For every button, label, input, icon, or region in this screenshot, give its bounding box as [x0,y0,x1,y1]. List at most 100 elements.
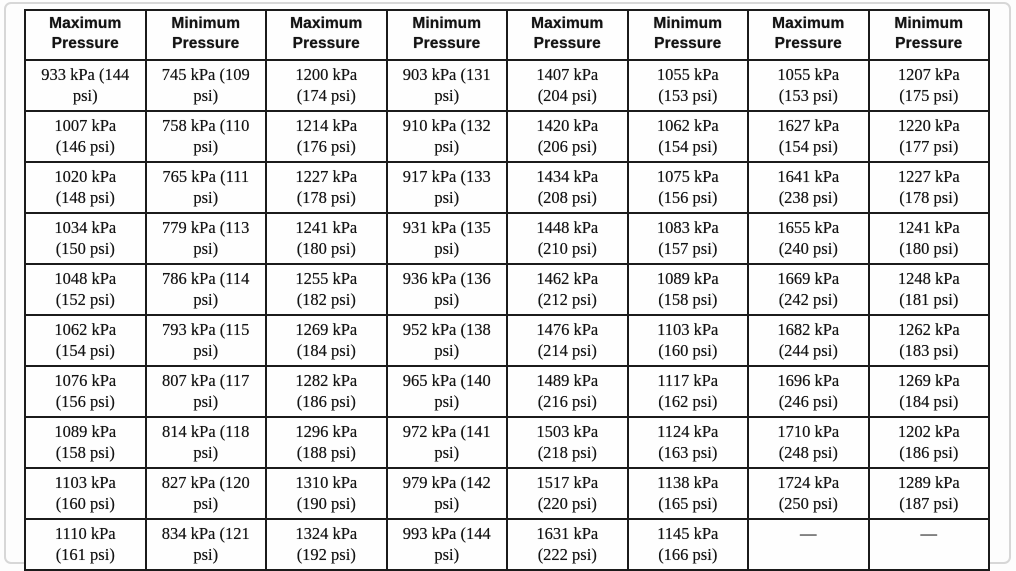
pressure-cell: — [747,518,870,571]
pressure-cell: 1262 kPa (183 psi) [867,314,990,367]
pressure-cell: 1710 kPa (248 psi) [747,416,870,469]
pressure-cell: 1110 kPa (161 psi) [24,518,147,571]
pressure-cell: 814 kPa (118 psi) [144,416,267,469]
pressure-cell: 1296 kPa (188 psi) [265,416,388,469]
pressure-cell: 793 kPa (115 psi) [144,314,267,367]
column-header-maximum-pressure: Maximum Pressure [24,9,147,61]
pressure-cell: 1020 kPa (148 psi) [24,161,147,214]
pressure-cell: 1089 kPa (158 psi) [626,263,749,316]
pressure-cell: 1282 kPa (186 psi) [265,365,388,418]
pressure-cell: 1448 kPa (210 psi) [506,212,629,265]
pressure-cell: — [867,518,990,571]
table-row: 933 kPa (144 psi) 745 kPa (109 psi) 1200 k… [24,59,990,112]
pressure-cell: 1227 kPa (178 psi) [265,161,388,214]
pressure-cell: 1682 kPa (244 psi) [747,314,870,367]
pressure-cell: 903 kPa (131 psi) [385,59,508,112]
pressure-cell: 1076 kPa (156 psi) [24,365,147,418]
pressure-cell: 1214 kPa (176 psi) [265,110,388,163]
pressure-cell: 1324 kPa (192 psi) [265,518,388,571]
pressure-cell: 786 kPa (114 psi) [144,263,267,316]
pressure-cell: 1103 kPa (160 psi) [626,314,749,367]
pressure-cell: 1420 kPa (206 psi) [506,110,629,163]
pressure-cell: 965 kPa (140 psi) [385,365,508,418]
pressure-cell: 1124 kPa (163 psi) [626,416,749,469]
pressure-cell: 758 kPa (110 psi) [144,110,267,163]
pressure-cell: 931 kPa (135 psi) [385,212,508,265]
pressure-cell: 1724 kPa (250 psi) [747,467,870,520]
pressure-cell: 1034 kPa (150 psi) [24,212,147,265]
pressure-cell: 1089 kPa (158 psi) [24,416,147,469]
pressure-cell: 1207 kPa (175 psi) [867,59,990,112]
pressure-cell: 1227 kPa (178 psi) [867,161,990,214]
pressure-cell: 1696 kPa (246 psi) [747,365,870,418]
pressure-cell: 834 kPa (121 psi) [144,518,267,571]
pressure-cell: 827 kPa (120 psi) [144,467,267,520]
pressure-cell: 1476 kPa (214 psi) [506,314,629,367]
column-header-minimum-pressure: Minimum Pressure [626,9,749,61]
pressure-cell: 993 kPa (144 psi) [385,518,508,571]
column-header-minimum-pressure: Minimum Pressure [144,9,267,61]
pressure-cell: 1083 kPa (157 psi) [626,212,749,265]
pressure-cell: 1627 kPa (154 psi) [747,110,870,163]
pressure-cell: 1434 kPa (208 psi) [506,161,629,214]
pressure-table-body: 933 kPa (144 psi) 745 kPa (109 psi) 1200 k… [24,59,990,571]
pressure-cell: 952 kPa (138 psi) [385,314,508,367]
column-header-maximum-pressure: Maximum Pressure [265,9,388,61]
pressure-cell: 1255 kPa (182 psi) [265,263,388,316]
pressure-cell: 1289 kPa (187 psi) [867,467,990,520]
pressure-cell: 1310 kPa (190 psi) [265,467,388,520]
pressure-cell: 1075 kPa (156 psi) [626,161,749,214]
table-row: 1089 kPa (158 psi) 814 kPa (118 psi) 1296 … [24,416,990,469]
pressure-cell: 807 kPa (117 psi) [144,365,267,418]
table-row: 1103 kPa (160 psi) 827 kPa (120 psi) 1310 … [24,467,990,520]
pressure-cell: 1145 kPa (166 psi) [626,518,749,571]
pressure-cell: 1241 kPa (180 psi) [867,212,990,265]
column-header-maximum-pressure: Maximum Pressure [506,9,629,61]
pressure-cell: 979 kPa (142 psi) [385,467,508,520]
pressure-cell: 1269 kPa (184 psi) [265,314,388,367]
pressure-cell: 1117 kPa (162 psi) [626,365,749,418]
pressure-cell: 917 kPa (133 psi) [385,161,508,214]
pressure-table-header: Maximum Pressure Minimum Pressure Maximum … [24,9,990,61]
table-row: 1076 kPa (156 psi) 807 kPa (117 psi) 1282 … [24,365,990,418]
pressure-cell: 745 kPa (109 psi) [144,59,267,112]
pressure-cell: 1200 kPa (174 psi) [265,59,388,112]
table-row: 1034 kPa (150 psi) 779 kPa (113 psi) 1241 … [24,212,990,265]
pressure-cell: 1062 kPa (154 psi) [626,110,749,163]
pressure-cell: 972 kPa (141 psi) [385,416,508,469]
column-header-minimum-pressure: Minimum Pressure [867,9,990,61]
pressure-cell: 1269 kPa (184 psi) [867,365,990,418]
pressure-cell: 1055 kPa (153 psi) [626,59,749,112]
table-row: 1110 kPa (161 psi) 834 kPa (121 psi) 1324 … [24,518,990,571]
pressure-cell: 1631 kPa (222 psi) [506,518,629,571]
table-row: 1020 kPa (148 psi) 765 kPa (111 psi) 1227 … [24,161,990,214]
pressure-cell: 1248 kPa (181 psi) [867,263,990,316]
pressure-cell: 1641 kPa (238 psi) [747,161,870,214]
pressure-cell: 779 kPa (113 psi) [144,212,267,265]
pressure-cell: 1462 kPa (212 psi) [506,263,629,316]
pressure-cell: 1241 kPa (180 psi) [265,212,388,265]
pressure-cell: 1655 kPa (240 psi) [747,212,870,265]
pressure-cell: 1503 kPa (218 psi) [506,416,629,469]
pressure-cell: 1202 kPa (186 psi) [867,416,990,469]
table-row: 1007 kPa (146 psi) 758 kPa (110 psi) 1214 … [24,110,990,163]
table-row: 1048 kPa (152 psi) 786 kPa (114 psi) 1255 … [24,263,990,316]
pressure-cell: 1517 kPa (220 psi) [506,467,629,520]
pressure-cell: 765 kPa (111 psi) [144,161,267,214]
header-row: Maximum Pressure Minimum Pressure Maximum … [24,9,990,61]
pressure-cell: 1220 kPa (177 psi) [867,110,990,163]
pressure-cell: 1007 kPa (146 psi) [24,110,147,163]
pressure-spec-table: Maximum Pressure Minimum Pressure Maximum … [24,9,990,571]
pressure-cell: 1407 kPa (204 psi) [506,59,629,112]
pressure-cell: 936 kPa (136 psi) [385,263,508,316]
table-row: 1062 kPa (154 psi) 793 kPa (115 psi) 1269 … [24,314,990,367]
pressure-cell: 933 kPa (144 psi) [24,59,147,112]
pressure-cell: 1669 kPa (242 psi) [747,263,870,316]
pressure-cell: 910 kPa (132 psi) [385,110,508,163]
pressure-cell: 1062 kPa (154 psi) [24,314,147,367]
pressure-cell: 1048 kPa (152 psi) [24,263,147,316]
pressure-cell: 1055 kPa (153 psi) [747,59,870,112]
pressure-cell: 1489 kPa (216 psi) [506,365,629,418]
pressure-cell: 1103 kPa (160 psi) [24,467,147,520]
column-header-maximum-pressure: Maximum Pressure [747,9,870,61]
